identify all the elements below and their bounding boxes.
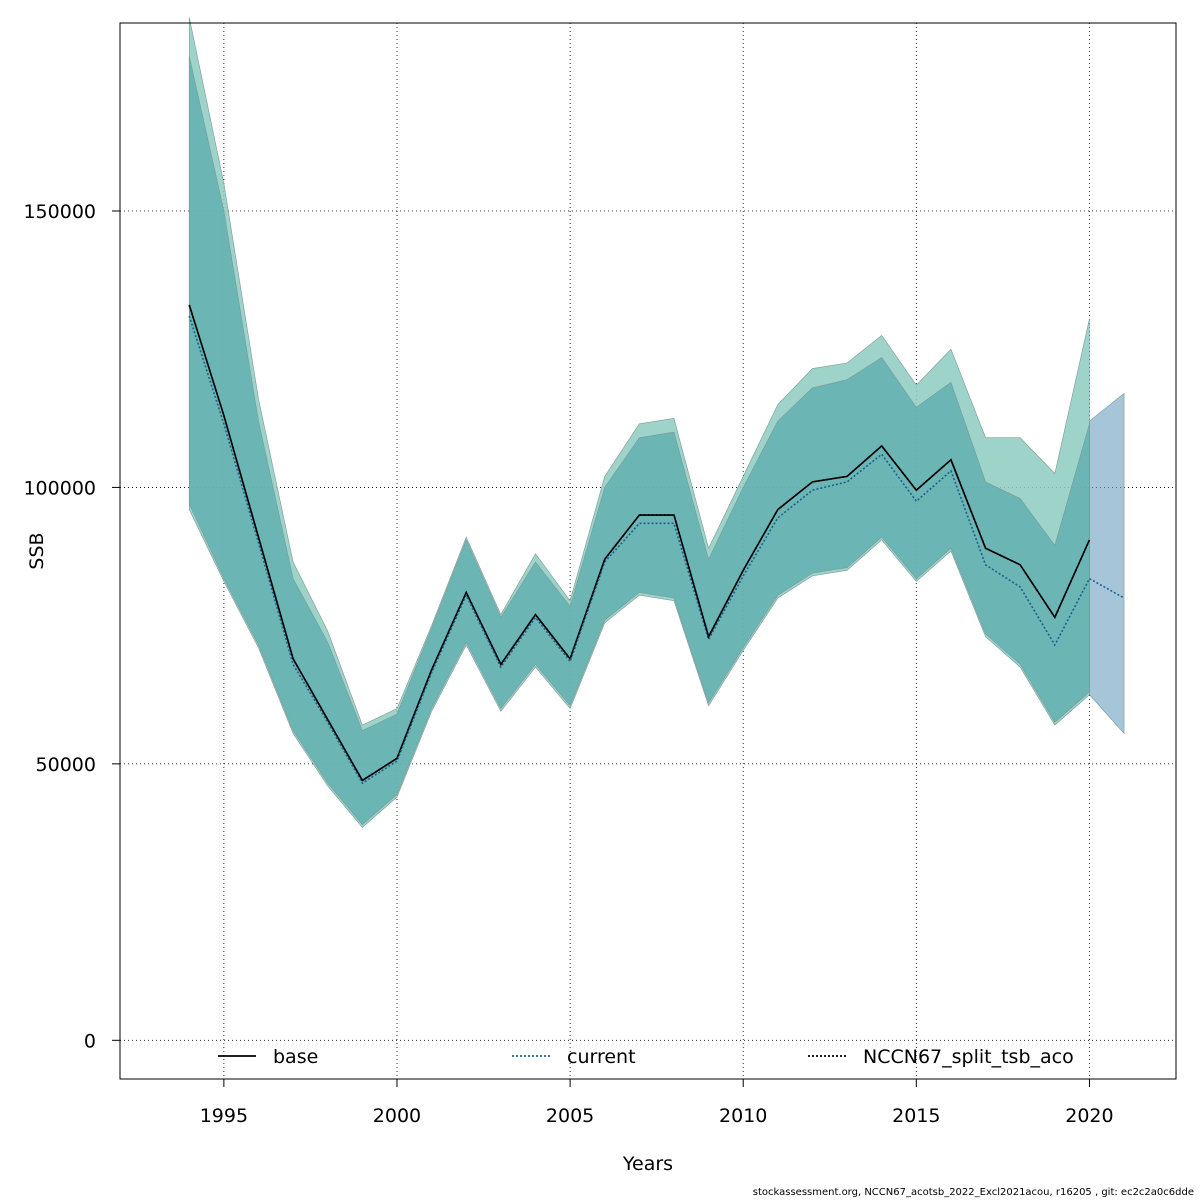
plot-frame (119, 22, 1177, 1080)
x-axis-title: Years (622, 1153, 673, 1175)
x-tick-label: 2005 (546, 1105, 594, 1127)
y-axis: 0 50000 100000 150000 (23, 201, 120, 1052)
legend-label: base (273, 1046, 318, 1068)
confidence-bands (188, 17, 1125, 828)
x-tick-label: 2020 (1065, 1105, 1113, 1127)
footer-note: stockassessment.org, NCCN67_acotsb_2022_… (752, 1187, 1194, 1198)
line-split (188, 304, 1091, 782)
x-tick-label: 2010 (719, 1105, 767, 1127)
legend: base current NCCN67_split_tsb_aco (218, 1046, 1074, 1068)
y-tick-label: 150000 (23, 201, 96, 223)
x-tick-label: 2000 (373, 1105, 421, 1127)
ci-band-split (188, 56, 1090, 826)
ci-band-current (1089, 392, 1125, 735)
legend-label: current (567, 1046, 636, 1068)
series-lines (188, 304, 1125, 785)
x-axis: 1995 2000 2005 2010 2015 2020 (200, 1079, 1114, 1127)
y-axis-title: SSB (26, 532, 48, 569)
legend-label: NCCN67_split_tsb_aco (863, 1046, 1074, 1068)
y-tick-label: 50000 (36, 754, 96, 776)
y-tick-label: 100000 (23, 477, 96, 499)
x-tick-label: 2015 (892, 1105, 940, 1127)
x-tick-label: 1995 (200, 1105, 248, 1127)
y-tick-label: 0 (84, 1030, 96, 1052)
line-current (188, 315, 1125, 785)
